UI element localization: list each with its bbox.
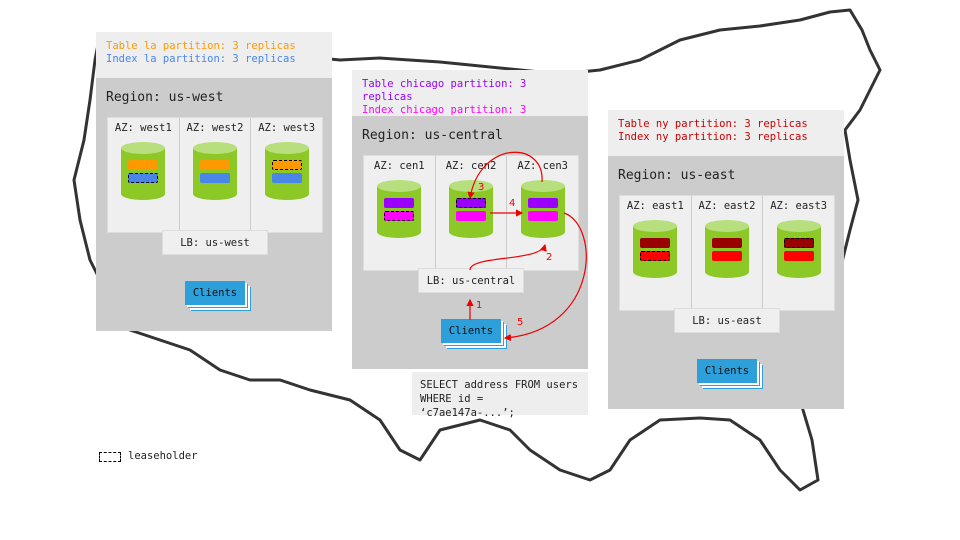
table-replica [783, 238, 814, 248]
availability-zone: AZ: west2 [180, 118, 252, 232]
load-balancer: LB: us-central [418, 268, 524, 293]
legend-label: leaseholder [128, 450, 198, 462]
table-replica [456, 198, 486, 208]
availability-zone: AZ: cen3 [507, 156, 578, 270]
database-node-icon [520, 180, 565, 244]
table-replica [200, 160, 230, 170]
index-replica [640, 251, 671, 261]
partition-info: Table ny partition: 3 replicas Index ny p… [608, 110, 844, 156]
region-us-east: Region: us-east AZ: east1 AZ: east2 AZ: … [608, 156, 844, 409]
database-node-icon [377, 180, 422, 244]
partition-line: Table ny partition: 3 replicas [618, 118, 808, 130]
table-replica [128, 160, 159, 170]
sql-query-box: SELECT address FROM users WHERE id = ‘c7… [412, 372, 588, 419]
availability-zone: AZ: east1 [620, 196, 692, 310]
partition-line: Table la partition: 3 replicas [106, 40, 296, 52]
load-balancer: LB: us-east [674, 308, 780, 333]
table-replica [640, 238, 671, 248]
az-label: AZ: west3 [258, 122, 316, 134]
availability-zone: AZ: cen2 [436, 156, 508, 270]
partition-info: Table la partition: 3 replicas Index la p… [96, 32, 332, 78]
clients: Clients [185, 281, 245, 305]
az-label: AZ: west2 [186, 122, 244, 134]
region-label: Region: us-central [362, 128, 503, 143]
region-us-central: Region: us-central AZ: cen1 AZ: cen2 AZ:… [352, 116, 588, 369]
database-node-icon [776, 220, 821, 284]
az-label: AZ: east3 [770, 200, 828, 212]
partition-line: Table chicago partition: 3 replicas [362, 78, 527, 103]
database-node-icon [193, 142, 237, 206]
index-replica [783, 251, 814, 261]
availability-zone: AZ: east2 [692, 196, 764, 310]
database-node-icon [705, 220, 749, 284]
clients: Clients [441, 319, 501, 343]
database-node-icon [121, 142, 166, 206]
index-replica [128, 173, 159, 183]
region-label: Region: us-east [618, 168, 736, 183]
database-node-icon [449, 180, 493, 244]
index-replica [527, 211, 558, 221]
partition-line: Index la partition: 3 replicas [106, 53, 296, 65]
sql-line-1: SELECT address FROM users [420, 379, 579, 391]
database-node-icon [264, 142, 309, 206]
availability-zone: AZ: west3 [251, 118, 322, 232]
az-label: AZ: cen3 [517, 160, 568, 172]
region-label: Region: us-west [106, 90, 224, 105]
az-label: AZ: cen1 [374, 160, 425, 172]
az-container: AZ: cen1 AZ: cen2 AZ: cen3 [363, 155, 579, 271]
partition-line: Index ny partition: 3 replicas [618, 131, 808, 143]
az-container: AZ: east1 AZ: east2 AZ: east3 [619, 195, 835, 311]
az-label: AZ: west1 [114, 122, 172, 134]
index-replica [271, 173, 302, 183]
database-node-icon [633, 220, 678, 284]
leaseholder-legend-swatch [99, 452, 121, 462]
index-replica [200, 173, 230, 183]
sql-line-2: WHERE id = ‘c7ae147a-...’; [420, 393, 515, 419]
az-label: AZ: east2 [698, 200, 756, 212]
index-replica [384, 211, 415, 221]
table-replica [527, 198, 558, 208]
load-balancer: LB: us-west [162, 230, 268, 255]
index-replica [456, 211, 486, 221]
availability-zone: AZ: west1 [108, 118, 180, 232]
table-replica [271, 160, 302, 170]
az-label: AZ: cen2 [445, 160, 497, 172]
region-us-west: Region: us-west AZ: west1 AZ: west2 AZ: … [96, 78, 332, 331]
table-replica [384, 198, 415, 208]
table-replica [712, 238, 742, 248]
clients: Clients [697, 359, 757, 383]
index-replica [712, 251, 742, 261]
partition-info: Table chicago partition: 3 replicas Index… [352, 70, 588, 129]
az-container: AZ: west1 AZ: west2 AZ: west3 [107, 117, 323, 233]
az-label: AZ: east1 [626, 200, 684, 212]
availability-zone: AZ: east3 [763, 196, 834, 310]
availability-zone: AZ: cen1 [364, 156, 436, 270]
